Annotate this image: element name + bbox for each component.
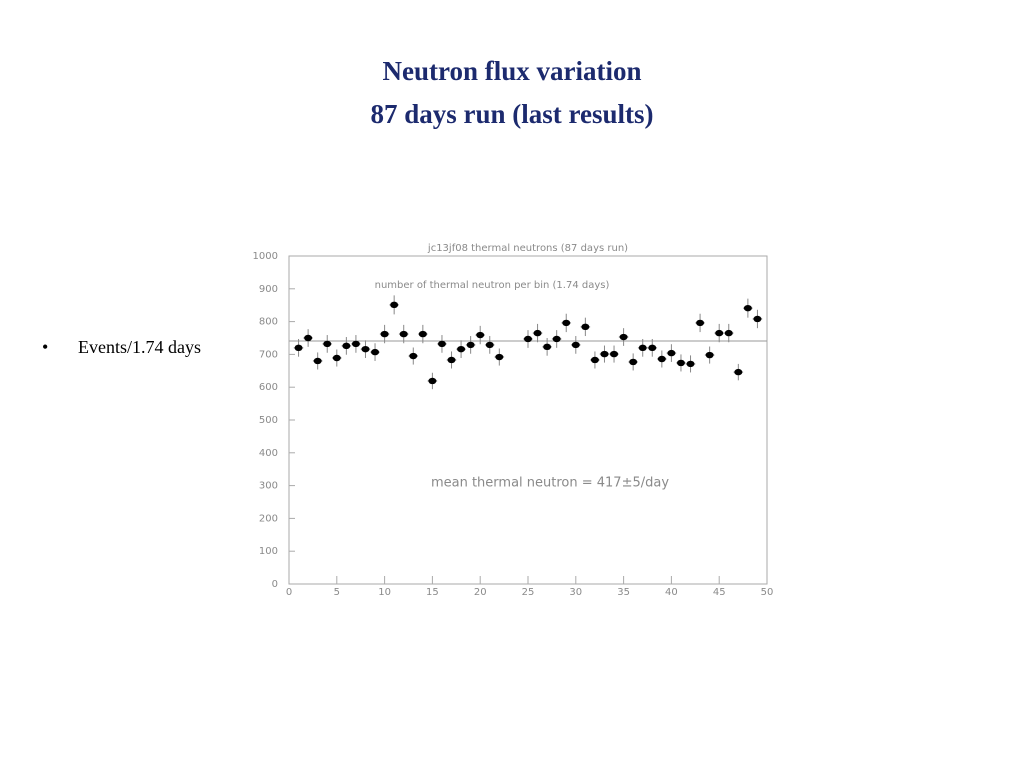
point [562, 319, 571, 327]
y-tick-label: 700 [259, 349, 278, 360]
point [399, 330, 408, 338]
y-tick-label: 800 [259, 317, 278, 328]
point [476, 331, 485, 339]
point [342, 342, 351, 350]
slide-title: Neutron flux variation [382, 56, 642, 86]
point [696, 319, 705, 327]
point [437, 340, 446, 348]
point [629, 358, 638, 366]
point [495, 353, 504, 361]
x-tick-label: 20 [474, 587, 487, 598]
point [724, 329, 733, 337]
point [361, 345, 370, 353]
point [447, 356, 456, 364]
point [715, 329, 724, 337]
point [380, 330, 389, 338]
annotation: mean thermal neutron = 417±5/day [431, 476, 669, 491]
chart-subtitle: number of thermal neutron per bin (1.74 … [375, 280, 610, 291]
point [686, 360, 695, 368]
y-tick-label: 600 [259, 382, 278, 393]
point [428, 377, 437, 385]
point [638, 344, 647, 352]
point [734, 368, 743, 376]
x-tick-label: 5 [334, 587, 340, 598]
point [390, 301, 399, 309]
point [409, 352, 418, 360]
point [332, 354, 341, 362]
y-tick-label: 100 [259, 546, 278, 557]
x-tick-label: 0 [286, 587, 292, 598]
point [753, 315, 762, 323]
slide-title: 87 days run (last results) [370, 99, 654, 129]
y-tick-label: 300 [259, 481, 278, 492]
point [418, 330, 427, 338]
point [590, 356, 599, 364]
point [552, 335, 561, 343]
x-tick-label: 30 [569, 587, 582, 598]
point [466, 341, 475, 349]
y-tick-label: 0 [272, 579, 278, 590]
point [648, 344, 657, 352]
point [676, 359, 685, 367]
y-tick-label: 900 [259, 284, 278, 295]
x-tick-label: 25 [522, 587, 535, 598]
point [304, 334, 313, 342]
point [543, 343, 552, 351]
point [294, 344, 303, 352]
x-tick-label: 15 [426, 587, 439, 598]
point [313, 357, 322, 365]
y-tick-label: 1000 [253, 251, 278, 262]
point [743, 304, 752, 312]
point [533, 329, 542, 337]
point [610, 350, 619, 358]
point [485, 341, 494, 349]
point [371, 348, 380, 356]
plot-frame [288, 255, 768, 585]
point [705, 351, 714, 359]
point [457, 345, 466, 353]
point [600, 350, 609, 358]
point [619, 333, 628, 341]
x-tick-label: 50 [761, 587, 774, 598]
bullet-dot: • [42, 337, 49, 357]
y-tick-label: 400 [259, 448, 278, 459]
chart-title: jc13jf08 thermal neutrons (87 days run) [427, 243, 628, 254]
bullet-text: Events/1.74 days [78, 337, 201, 357]
x-tick-label: 45 [713, 587, 726, 598]
point [351, 340, 360, 348]
x-tick-label: 35 [617, 587, 630, 598]
point [667, 349, 676, 357]
point [657, 355, 666, 363]
x-tick-label: 40 [665, 587, 678, 598]
point [581, 323, 590, 331]
y-tick-label: 200 [259, 513, 278, 524]
y-tick-label: 500 [259, 415, 278, 426]
point [524, 335, 532, 343]
x-tick-label: 10 [378, 587, 391, 598]
point [571, 341, 580, 349]
point [323, 340, 332, 348]
